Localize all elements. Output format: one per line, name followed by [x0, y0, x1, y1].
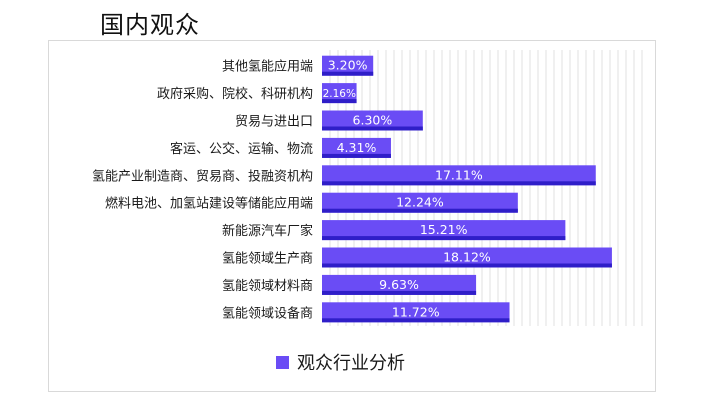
bar-row: 氢能产业制造商、贸易商、投融资机构 17.11%: [92, 165, 596, 186]
category-label: 贸易与进出口: [235, 115, 313, 130]
bar-shadow: [322, 318, 510, 323]
category-label: 新能源汽车厂家: [222, 223, 313, 239]
bar-row: 氢能领域生产商 18.12%: [222, 247, 612, 268]
bar-row: 氢能领域材料商 9.63%: [222, 274, 477, 295]
bar: [322, 302, 510, 323]
bar-row: 其他氢能应用端 3.20%: [222, 55, 374, 76]
legend: 观众行业分析: [276, 353, 405, 374]
category-label: 客运、公交、运输、物流: [170, 141, 313, 157]
bar: [322, 165, 596, 186]
chart-frame: [48, 40, 656, 392]
bar: [322, 192, 518, 213]
bar-row: 燃料电池、加氢站建设等储能应用端 12.24%: [105, 192, 518, 213]
bar-row: 贸易与进出口 6.30%: [235, 110, 423, 131]
category-label: 氢能领域材料商: [222, 279, 313, 294]
bar-shadow: [322, 263, 612, 268]
bar-row: 新能源汽车厂家 15.21%: [222, 220, 566, 241]
bar-shadow: [322, 71, 374, 76]
data-label: 2.16%: [323, 88, 356, 100]
bar-row: 氢能领域设备商 11.72%: [222, 302, 510, 323]
data-label: 12.24%: [396, 195, 444, 210]
legend-swatch: [276, 356, 289, 369]
data-label: 11.72%: [392, 304, 440, 319]
data-label: 9.63%: [379, 277, 419, 292]
data-label: 6.30%: [353, 113, 393, 128]
data-label: 18.12%: [443, 250, 491, 265]
data-label: 4.31%: [337, 140, 377, 155]
bar-shadow: [322, 181, 596, 186]
bar: [322, 220, 566, 241]
category-label: 燃料电池、加氢站建设等储能应用端: [105, 196, 313, 212]
data-label: 17.11%: [435, 167, 483, 182]
bar-shadow: [322, 236, 566, 241]
bar: [322, 274, 477, 295]
bar-shadow: [322, 153, 391, 158]
bar: [322, 137, 391, 158]
bar: [322, 247, 612, 268]
bar: [322, 110, 423, 131]
category-label: 其他氢能应用端: [222, 59, 313, 75]
bar-shadow: [322, 126, 423, 131]
category-label: 氢能领域生产商: [222, 252, 313, 267]
bar: [322, 83, 357, 104]
legend-label: 观众行业分析: [297, 353, 405, 374]
category-label: 氢能领域设备商: [222, 305, 313, 321]
bar-shadow: [322, 290, 477, 295]
bar-shadow: [322, 99, 357, 104]
bar-row: 客运、公交、运输、物流 4.31%: [170, 137, 391, 158]
bar: [322, 55, 374, 76]
data-label: 3.20%: [328, 58, 368, 73]
bar-row: 政府采购、院校、科研机构 2.16%: [157, 83, 357, 104]
bar-shadow: [322, 208, 518, 213]
category-label: 氢能产业制造商、贸易商、投融资机构: [92, 168, 313, 184]
page-title: 国内观众: [100, 11, 200, 39]
category-label: 政府采购、院校、科研机构: [157, 86, 313, 102]
data-label: 15.21%: [420, 222, 468, 237]
